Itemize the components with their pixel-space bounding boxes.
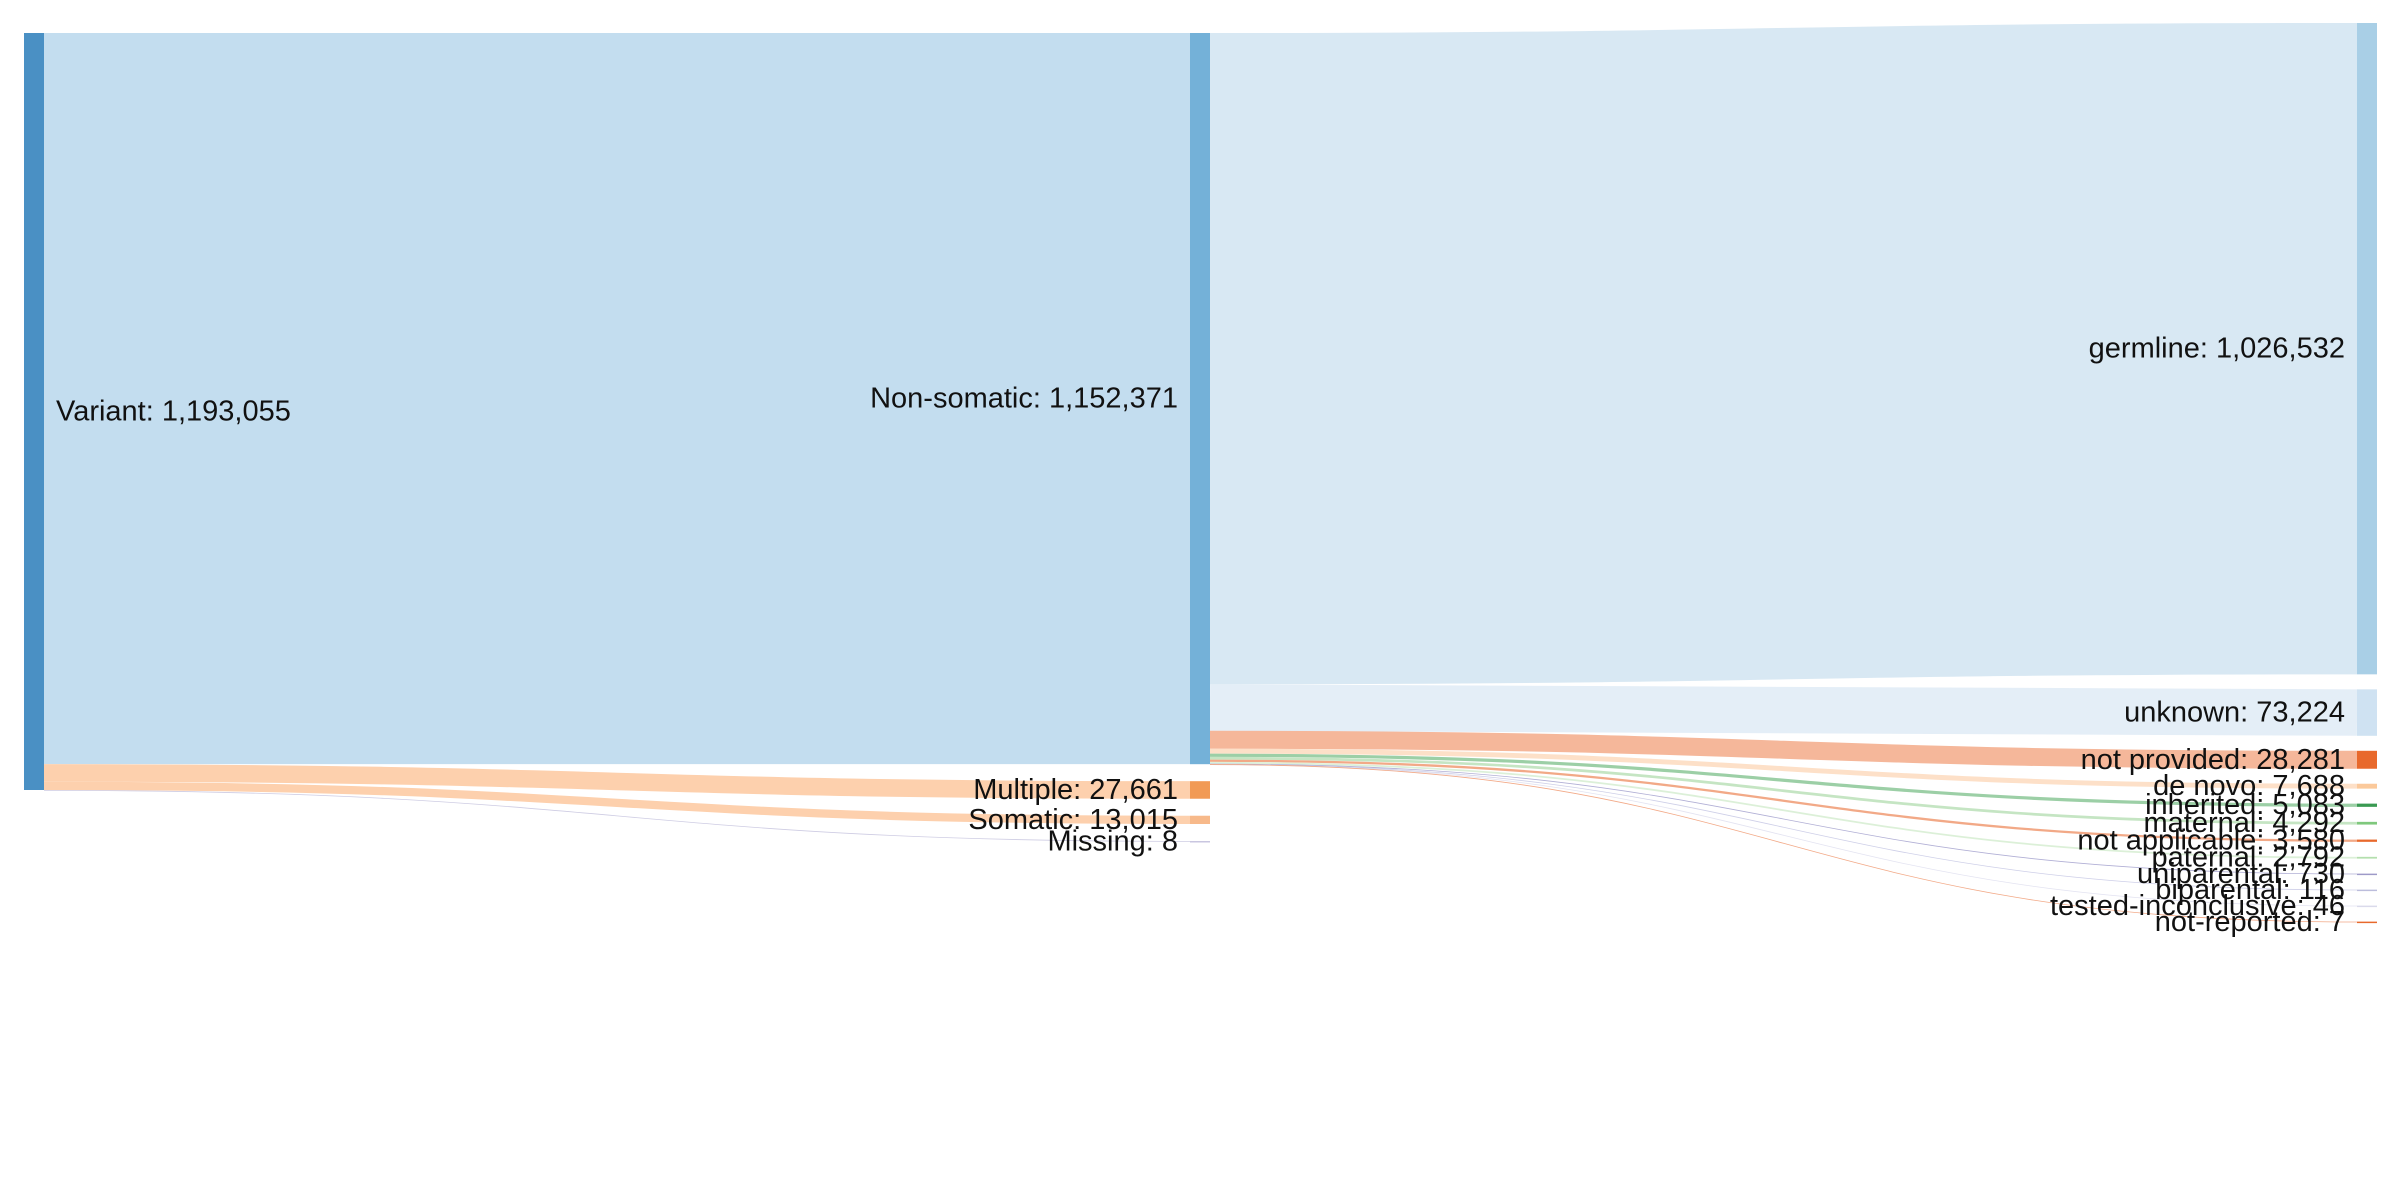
node-label-not-provided: not provided: 28,281 bbox=[2081, 744, 2345, 776]
node-not-reported bbox=[2357, 921, 2377, 924]
node-unknown bbox=[2357, 689, 2377, 736]
node-missing bbox=[1190, 840, 1210, 843]
nodes-layer bbox=[24, 23, 2377, 924]
node-tested-inconclusive bbox=[2357, 905, 2377, 908]
link-non-somatic-to-biparental bbox=[1209, 764, 2358, 891]
node-biparental bbox=[2357, 889, 2377, 892]
link-non-somatic-to-de-novo bbox=[1209, 748, 2358, 789]
link-non-somatic-to-tested-inconclusive bbox=[1209, 764, 2358, 907]
node-label-uniparental: uniparental: 730 bbox=[2137, 858, 2345, 890]
node-label-missing: Missing: 8 bbox=[1047, 825, 1178, 857]
node-somatic bbox=[1190, 815, 1210, 824]
node-label-variant: Variant: 1,193,055 bbox=[56, 396, 291, 428]
node-germline bbox=[2357, 23, 2377, 675]
node-label-somatic: Somatic: 13,015 bbox=[968, 804, 1178, 836]
link-non-somatic-to-not-reported bbox=[1209, 764, 2358, 923]
link-non-somatic-to-germline bbox=[1209, 23, 2358, 685]
link-non-somatic-to-maternal bbox=[1209, 756, 2358, 825]
node-label-tested-inconclusive: tested-inconclusive: 46 bbox=[2050, 890, 2345, 922]
node-label-inherited: inherited: 5,083 bbox=[2145, 789, 2345, 821]
node-label-non-somatic: Non-somatic: 1,152,371 bbox=[870, 383, 1178, 415]
node-label-maternal: maternal: 4,292 bbox=[2143, 807, 2345, 839]
link-non-somatic-to-not-applicable bbox=[1209, 759, 2358, 842]
node-label-de-novo: de novo: 7,688 bbox=[2153, 770, 2345, 802]
node-de-novo bbox=[2357, 783, 2377, 789]
labels-layer: Variant: 1,193,055 Non-somatic: 1,152,371… bbox=[56, 333, 2345, 938]
link-non-somatic-to-inherited bbox=[1209, 753, 2358, 807]
node-not-applicable bbox=[2357, 839, 2377, 842]
node-label-germline: germline: 1,026,532 bbox=[2089, 333, 2345, 365]
node-maternal bbox=[2357, 821, 2377, 825]
node-not-provided bbox=[2357, 750, 2377, 769]
node-label-multiple: Multiple: 27,661 bbox=[973, 774, 1178, 806]
node-non-somatic bbox=[1190, 33, 1210, 765]
link-non-somatic-to-uniparental bbox=[1209, 763, 2358, 875]
node-label-not-applicable: not applicable: 3,580 bbox=[2077, 825, 2345, 857]
node-label-unknown: unknown: 73,224 bbox=[2124, 697, 2345, 729]
node-uniparental bbox=[2357, 873, 2377, 876]
link-non-somatic-to-not-provided bbox=[1209, 730, 2358, 769]
node-label-not-reported: not-reported: 7 bbox=[2155, 906, 2345, 938]
node-label-paternal: paternal: 2,792 bbox=[2152, 842, 2345, 874]
link-variant-to-multiple bbox=[43, 764, 1191, 799]
node-paternal bbox=[2357, 856, 2377, 859]
node-label-biparental: biparental: 116 bbox=[2155, 874, 2345, 906]
link-variant-to-somatic bbox=[43, 781, 1191, 824]
link-variant-to-missing bbox=[43, 789, 1191, 842]
node-inherited bbox=[2357, 803, 2377, 807]
link-non-somatic-to-unknown bbox=[1209, 684, 2358, 736]
link-non-somatic-to-paternal bbox=[1209, 761, 2358, 859]
node-variant bbox=[24, 33, 44, 790]
links-layer bbox=[43, 23, 2358, 923]
node-multiple bbox=[1190, 781, 1210, 799]
